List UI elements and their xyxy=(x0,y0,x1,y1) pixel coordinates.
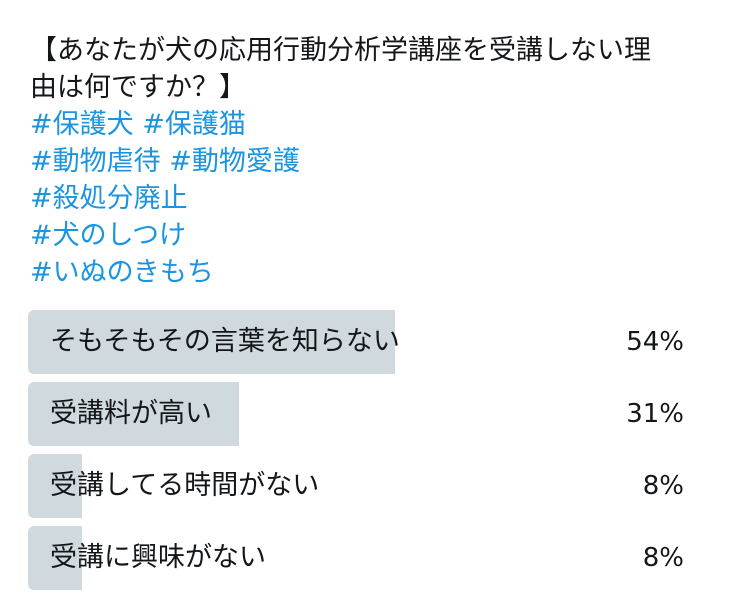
poll-result-bar xyxy=(28,382,239,446)
poll-option: そもそもその言葉を知らない 54% xyxy=(28,310,688,374)
hashtag-link[interactable]: #いぬのきもち xyxy=(30,257,214,288)
poll-option-label: 受講料が高い xyxy=(50,398,212,429)
hashtag-link[interactable]: #動物虐待 xyxy=(30,146,161,177)
poll-option-label: 受講してる時間がない xyxy=(50,470,320,501)
poll-option: 受講料が高い 31% xyxy=(28,382,688,446)
poll-result-bar xyxy=(28,310,396,374)
poll-option-percent: 54% xyxy=(626,327,684,357)
tweet-text-line: 由は何ですか？】 xyxy=(30,72,246,103)
hashtag-link[interactable]: #保護猫 xyxy=(142,109,246,140)
hashtag-link[interactable]: #犬のしつけ xyxy=(30,220,187,251)
tweet-text: 【あなたが犬の応用行動分析学講座を受講しない理 由は何ですか？】 #保護犬 #保… xyxy=(30,32,720,291)
poll-option-label: そもそもその言葉を知らない xyxy=(50,326,400,357)
poll-option-percent: 31% xyxy=(626,399,684,429)
poll-option: 受講してる時間がない 8% xyxy=(28,454,688,518)
poll-option-label: 受講に興味がない xyxy=(50,542,266,573)
tweet-text-line: 【あなたが犬の応用行動分析学講座を受講しない理 xyxy=(30,35,651,66)
hashtag-link[interactable]: #保護犬 xyxy=(30,109,134,140)
poll-result-bar xyxy=(28,454,83,518)
hashtag-link[interactable]: #殺処分廃止 xyxy=(30,183,188,214)
poll: そもそもその言葉を知らない 54% 受講料が高い 31% 受講してる時間がない … xyxy=(28,310,688,598)
poll-option-percent: 8% xyxy=(642,471,684,501)
hashtag-link[interactable]: #動物愛護 xyxy=(169,146,300,177)
poll-result-bar xyxy=(28,526,83,590)
poll-option: 受講に興味がない 8% xyxy=(28,526,688,590)
poll-option-percent: 8% xyxy=(642,543,684,573)
